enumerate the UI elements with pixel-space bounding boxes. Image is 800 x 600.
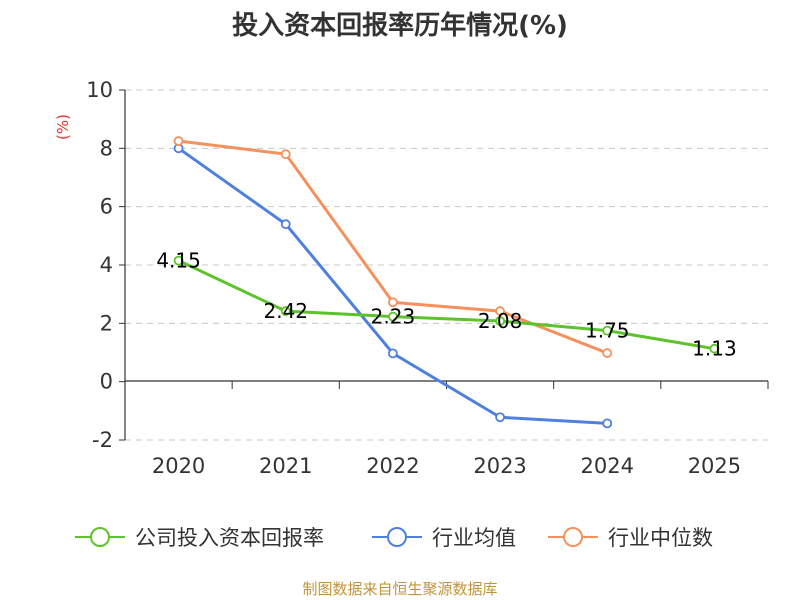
series-point	[280, 149, 291, 160]
series-point	[602, 325, 613, 336]
legend-marker	[90, 527, 110, 547]
data-label: 4.15	[156, 249, 201, 273]
legend-label: 行业中位数	[608, 526, 713, 550]
series-point	[280, 306, 291, 316]
x-tick-label: 2023	[473, 454, 526, 478]
series-point	[388, 348, 398, 359]
legend: 公司投入资本回报率 行业均值 行业中位数	[75, 526, 713, 550]
data-labels: 4.15 2.42 2.23 2.08 1.75 1.13	[156, 249, 736, 361]
x-tick-label: 2021	[259, 454, 312, 478]
y-axis-label: (%)	[54, 114, 72, 140]
series-point	[173, 255, 184, 266]
legend-label: 行业均值	[432, 526, 516, 550]
chart-title: 投入资本回报率历年情况(%)	[232, 10, 568, 41]
series-point	[388, 297, 398, 308]
y-tick-label: 10	[86, 78, 113, 102]
x-tick-label: 2022	[366, 454, 419, 478]
x-tick-label: 2020	[152, 454, 205, 478]
y-tick-label: 4	[100, 253, 113, 277]
series-point	[388, 311, 398, 322]
data-label: 1.13	[692, 337, 737, 361]
y-tick-label: 0	[100, 370, 113, 394]
grid-lines	[125, 89, 768, 441]
series-point	[602, 418, 613, 429]
data-label: 2.42	[263, 299, 308, 323]
y-tick-label: 6	[100, 195, 113, 219]
legend-marker	[387, 527, 407, 547]
y-tick-label: 2	[100, 311, 113, 335]
y-tick-label: -2	[92, 428, 113, 452]
legend-marker	[563, 527, 583, 547]
series-point	[280, 219, 291, 230]
series-line	[177, 259, 715, 351]
axes: -2 0 2 4 6 8 10 2020 2021 2022 2023 2024 2025	[86, 78, 769, 478]
series-layer	[173, 136, 720, 429]
series-line	[177, 147, 608, 425]
data-label: 2.08	[478, 309, 523, 333]
series-point	[602, 348, 613, 358]
x-tick-label: 2025	[688, 454, 741, 478]
y-tick-label: 8	[100, 136, 113, 160]
series-point	[709, 343, 720, 354]
series-point	[495, 412, 505, 423]
data-label: 2.23	[371, 305, 416, 329]
series-point	[495, 306, 505, 316]
legend-label: 公司投入资本回报率	[135, 526, 324, 550]
data-label: 1.75	[585, 319, 630, 343]
x-tick-label: 2024	[581, 454, 634, 478]
series-point	[173, 136, 184, 146]
series-point	[495, 316, 505, 326]
source-note: 制图数据来自恒生聚源数据库	[302, 580, 497, 598]
